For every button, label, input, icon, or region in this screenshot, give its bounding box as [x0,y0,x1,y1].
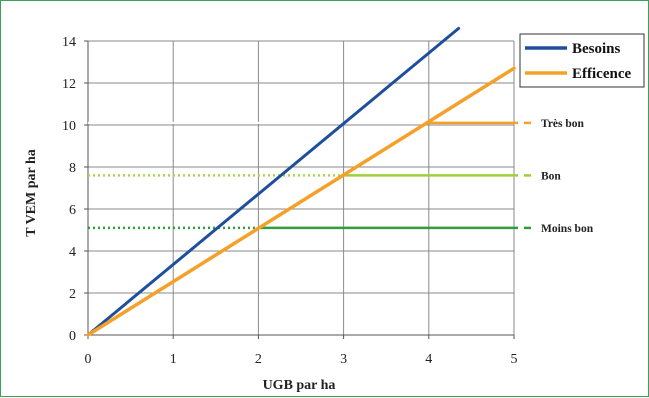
y-tick-label: 10 [62,119,76,134]
series-line-besoins [86,26,461,337]
series-lines [86,26,516,337]
y-axis-title: T VEM par ha [24,149,39,237]
legend-entry: Efficence [572,66,631,82]
x-axis-title: UGB par ha [263,378,336,393]
y-tick-label: 14 [62,35,76,50]
white-patch [209,263,247,286]
legend-entry: Besoins [572,41,621,57]
y-tick-label: 2 [69,287,76,302]
reference-label: Très bon [541,118,585,130]
x-tick-label: 0 [85,352,92,367]
y-tick-label: 12 [62,77,76,92]
reference-label: Moins bon [541,223,594,235]
legend: Besoins Efficence [519,33,645,88]
y-tick-label: 8 [69,161,76,176]
y-tick-label: 4 [69,245,76,260]
x-tick-label: 3 [340,352,347,367]
reference-annotations: Très bon Bon Moins bon [541,118,594,235]
legend-box [519,33,645,88]
y-tick-label: 0 [69,329,76,344]
grid [87,40,515,336]
x-tick-label: 2 [255,352,262,367]
axes [84,40,515,339]
x-tick-label: 1 [170,352,177,367]
x-tick-label: 4 [425,352,432,367]
y-tick-label: 6 [69,203,76,218]
white-patches [201,183,253,286]
reference-lines [88,121,531,230]
x-tick-label: 5 [511,352,518,367]
reference-label: Bon [541,170,561,182]
series-line-efficence [86,66,516,337]
white-patch [201,183,253,201]
